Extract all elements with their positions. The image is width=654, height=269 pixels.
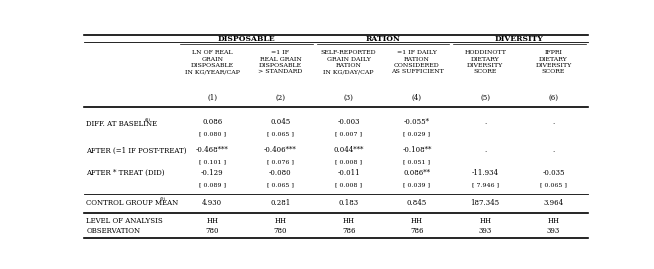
Text: 780: 780	[273, 226, 287, 235]
Text: [ 0.007 ]: [ 0.007 ]	[335, 131, 362, 136]
Text: .: .	[484, 146, 487, 154]
Text: 0.086: 0.086	[202, 118, 222, 126]
Text: AFTER * TREAT (DID): AFTER * TREAT (DID)	[86, 169, 165, 177]
Text: 786: 786	[342, 226, 355, 235]
Text: -0.080: -0.080	[269, 169, 292, 177]
Text: .: .	[553, 118, 555, 126]
Text: CONTROL GROUP MEAN: CONTROL GROUP MEAN	[86, 199, 179, 207]
Text: -0.129: -0.129	[201, 169, 224, 177]
Text: -0.108**: -0.108**	[402, 146, 432, 154]
Text: [ 0.008 ]: [ 0.008 ]	[335, 159, 362, 164]
Text: (8): (8)	[145, 117, 150, 121]
Text: (5): (5)	[480, 94, 490, 101]
Text: 0.281: 0.281	[270, 199, 290, 207]
Text: (9): (9)	[160, 196, 166, 200]
Text: =1 IF
REAL GRAIN
DISPOSABLE
> STANDARD: =1 IF REAL GRAIN DISPOSABLE > STANDARD	[258, 50, 303, 75]
Text: HH: HH	[343, 217, 354, 225]
Text: IFPRI
DIETARY
DIVERSITY
SCORE: IFPRI DIETARY DIVERSITY SCORE	[536, 50, 572, 75]
Text: 780: 780	[205, 226, 219, 235]
Text: HH: HH	[479, 217, 491, 225]
Text: (2): (2)	[275, 94, 285, 101]
Text: AFTER (=1 IF POST-TREAT): AFTER (=1 IF POST-TREAT)	[86, 146, 187, 154]
Text: (3): (3)	[344, 94, 354, 101]
Text: 4.930: 4.930	[202, 199, 222, 207]
Text: LN OF REAL
GRAIN
DISPOSABLE
IN KG/YEAR/CAP: LN OF REAL GRAIN DISPOSABLE IN KG/YEAR/C…	[184, 50, 239, 75]
Text: -0.055*: -0.055*	[404, 118, 430, 126]
Text: 187.345: 187.345	[471, 199, 500, 207]
Text: [ 0.101 ]: [ 0.101 ]	[199, 159, 226, 164]
Text: OBSERVATION: OBSERVATION	[86, 226, 141, 235]
Text: DIFF. AT BASELINE: DIFF. AT BASELINE	[86, 121, 158, 129]
Text: -0.035: -0.035	[542, 169, 564, 177]
Text: 3.964: 3.964	[543, 199, 564, 207]
Text: [ 0.089 ]: [ 0.089 ]	[199, 182, 226, 187]
Text: 0.086**: 0.086**	[404, 169, 430, 177]
Text: [ 0.065 ]: [ 0.065 ]	[540, 182, 567, 187]
Text: HH: HH	[275, 217, 286, 225]
Text: [ 0.076 ]: [ 0.076 ]	[267, 159, 294, 164]
Text: -0.011: -0.011	[337, 169, 360, 177]
Text: [ 0.039 ]: [ 0.039 ]	[404, 182, 430, 187]
Text: [ 0.065 ]: [ 0.065 ]	[267, 131, 294, 136]
Text: LEVEL OF ANALYSIS: LEVEL OF ANALYSIS	[86, 217, 163, 225]
Text: [ 7.946 ]: [ 7.946 ]	[472, 182, 499, 187]
Text: (6): (6)	[549, 94, 559, 101]
Text: .: .	[484, 118, 487, 126]
Text: 786: 786	[410, 226, 424, 235]
Text: .: .	[553, 146, 555, 154]
Text: 393: 393	[547, 226, 560, 235]
Text: DISPOSABLE: DISPOSABLE	[218, 35, 275, 43]
Text: RATION: RATION	[366, 35, 400, 43]
Text: SELF-REPORTED
GRAIN DAILY
RATION
IN KG/DAY/CAP: SELF-REPORTED GRAIN DAILY RATION IN KG/D…	[321, 50, 377, 75]
Text: (4): (4)	[412, 94, 422, 101]
Text: [ 0.051 ]: [ 0.051 ]	[404, 159, 430, 164]
Text: -0.003: -0.003	[337, 118, 360, 126]
Text: 393: 393	[479, 226, 492, 235]
Text: HODDINOTT
DIETARY
DIVERSITY
SCORE: HODDINOTT DIETARY DIVERSITY SCORE	[464, 50, 506, 75]
Text: 0.845: 0.845	[407, 199, 427, 207]
Text: [ 0.080 ]: [ 0.080 ]	[199, 131, 226, 136]
Text: -0.406***: -0.406***	[264, 146, 297, 154]
Text: HH: HH	[547, 217, 559, 225]
Text: DIVERSITY: DIVERSITY	[495, 35, 543, 43]
Text: [ 0.008 ]: [ 0.008 ]	[335, 182, 362, 187]
Text: -0.468***: -0.468***	[196, 146, 228, 154]
Text: 0.183: 0.183	[339, 199, 359, 207]
Text: [ 0.029 ]: [ 0.029 ]	[404, 131, 430, 136]
Text: =1 IF DAILY
RATION
CONSIDERED
AS SUFFICIENT: =1 IF DAILY RATION CONSIDERED AS SUFFICI…	[390, 50, 443, 75]
Text: HH: HH	[206, 217, 218, 225]
Text: 0.044***: 0.044***	[334, 146, 364, 154]
Text: HH: HH	[411, 217, 423, 225]
Text: 0.045: 0.045	[270, 118, 290, 126]
Text: [ 0.065 ]: [ 0.065 ]	[267, 182, 294, 187]
Text: -11.934: -11.934	[472, 169, 499, 177]
Text: (1): (1)	[207, 94, 217, 101]
